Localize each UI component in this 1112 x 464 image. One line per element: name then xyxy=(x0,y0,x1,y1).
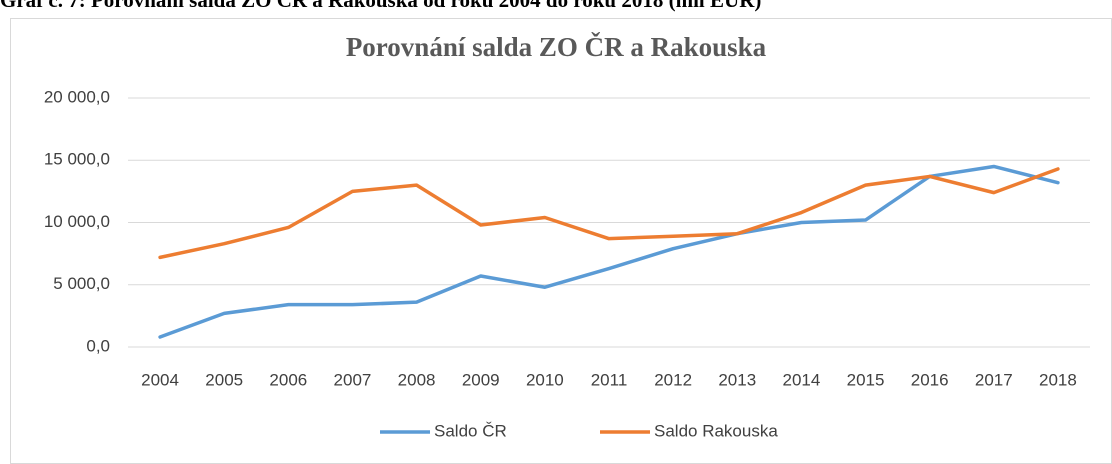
x-tick-label: 2015 xyxy=(847,370,885,389)
x-tick-label: 2011 xyxy=(591,370,628,389)
x-tick-label: 2018 xyxy=(1039,370,1077,389)
x-tick-label: 2006 xyxy=(269,370,307,389)
legend-label: Saldo Rakouska xyxy=(654,421,778,440)
chart-title: Porovnání salda ZO ČR a Rakouska xyxy=(346,32,767,62)
x-tick-label: 2009 xyxy=(462,370,500,389)
chart-border xyxy=(10,18,1112,464)
y-tick-label: 20 000,0 xyxy=(44,87,110,106)
caption: Graf č. 7: Porovnání salda ZO ČR a Rakou… xyxy=(0,0,761,12)
x-tick-label: 2010 xyxy=(526,370,564,389)
x-tick-label: 2012 xyxy=(654,370,692,389)
x-tick-label: 2007 xyxy=(334,370,372,389)
x-tick-label: 2016 xyxy=(911,370,949,389)
y-tick-label: 5 000,0 xyxy=(53,274,110,293)
x-tick-label: 2013 xyxy=(718,370,756,389)
x-tick-label: 2017 xyxy=(975,370,1013,389)
x-tick-label: 2014 xyxy=(782,370,820,389)
y-tick-label: 0,0 xyxy=(86,336,110,355)
legend-label: Saldo ČR xyxy=(434,421,507,440)
x-tick-label: 2008 xyxy=(398,370,436,389)
x-tick-label: 2005 xyxy=(205,370,243,389)
y-tick-label: 15 000,0 xyxy=(44,150,110,169)
line-series xyxy=(158,164,1060,339)
y-tick-label: 10 000,0 xyxy=(44,212,110,231)
x-tick-label: 2004 xyxy=(141,370,179,389)
line-series xyxy=(158,167,1060,260)
